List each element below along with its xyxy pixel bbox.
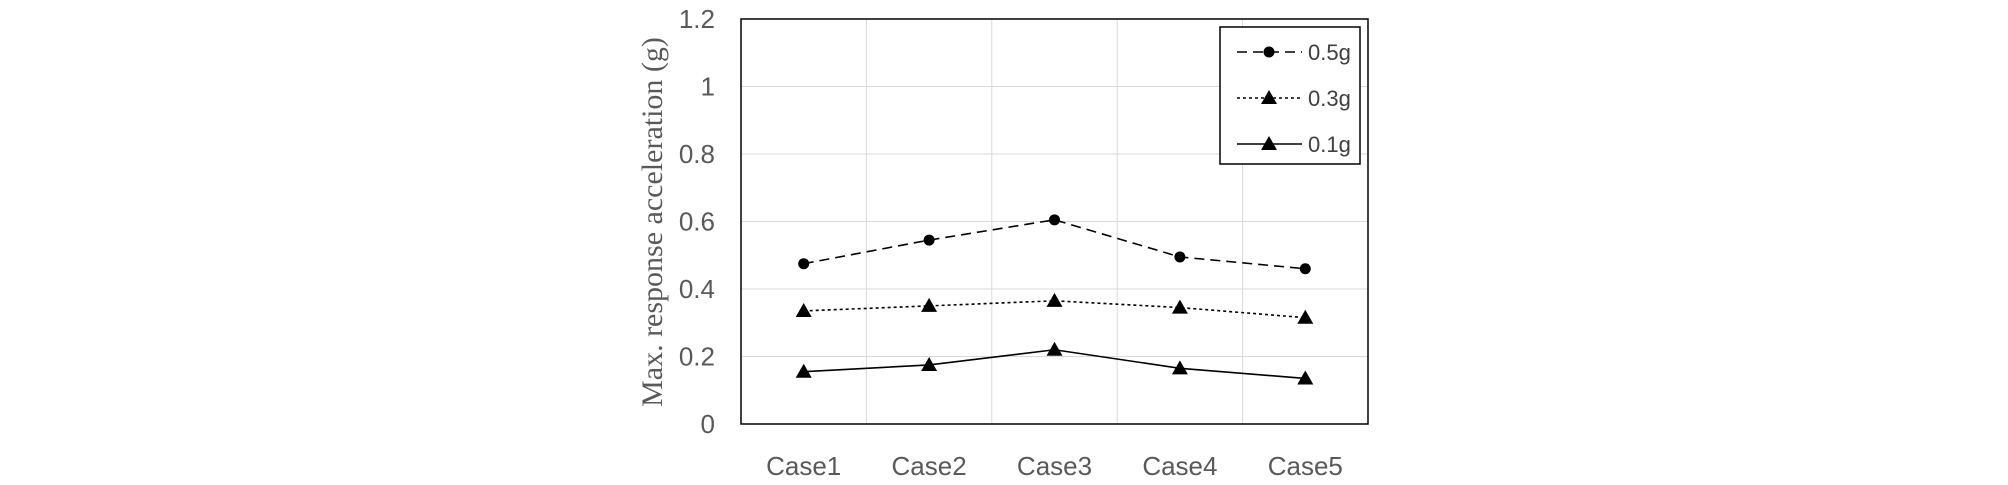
y-tick-label: 1 — [701, 72, 715, 102]
x-tick-label: Case4 — [1142, 451, 1217, 481]
y-tick-label: 0 — [701, 409, 715, 439]
x-tick-label: Case5 — [1268, 451, 1343, 481]
series-0_1g — [795, 341, 1314, 385]
data-point — [1297, 309, 1314, 324]
y-tick-label: 0.6 — [679, 207, 715, 237]
series-layer — [795, 214, 1314, 385]
x-axis-ticks: Case1 Case2 Case3 Case4 Case5 — [766, 451, 1343, 481]
legend-label: 0.5g — [1308, 40, 1351, 65]
y-tick-label: 0.8 — [679, 139, 715, 169]
data-point — [1049, 214, 1060, 226]
legend-box — [1219, 26, 1361, 165]
y-tick-label: 1.2 — [679, 4, 715, 34]
data-point — [1297, 370, 1314, 385]
x-tick-label: Case3 — [1017, 451, 1092, 481]
y-axis-ticks: 0 0.2 0.4 0.6 0.8 1 1.2 — [679, 4, 715, 439]
data-point — [798, 258, 810, 270]
data-point — [923, 234, 935, 246]
data-point — [1046, 292, 1063, 307]
y-axis-label: Max. response acceleration (g) — [636, 37, 669, 407]
data-point — [1174, 251, 1186, 263]
data-point — [795, 363, 812, 378]
data-point — [1299, 263, 1311, 275]
data-point — [921, 356, 938, 371]
data-point — [1046, 341, 1063, 356]
x-tick-label: Case2 — [892, 451, 967, 481]
data-point — [795, 302, 812, 317]
series-0_5g — [798, 214, 1311, 275]
legend-label: 0.1g — [1308, 132, 1351, 157]
plot-area-frame — [740, 18, 1369, 425]
data-point — [1171, 299, 1188, 314]
legend-marker — [1261, 136, 1277, 150]
legend-marker — [1263, 46, 1275, 58]
y-tick-label: 0.4 — [679, 274, 715, 304]
y-tick-label: 0.2 — [679, 342, 715, 372]
data-point — [921, 297, 938, 312]
series-0_3g — [795, 292, 1314, 324]
x-tick-label: Case1 — [766, 451, 841, 481]
legend-marker — [1261, 90, 1277, 104]
series-line — [803, 218, 1306, 270]
data-point — [1171, 360, 1188, 375]
legend-label: 0.3g — [1308, 86, 1351, 111]
legend: 0.5g 0.3g 0.1g — [1219, 26, 1361, 165]
